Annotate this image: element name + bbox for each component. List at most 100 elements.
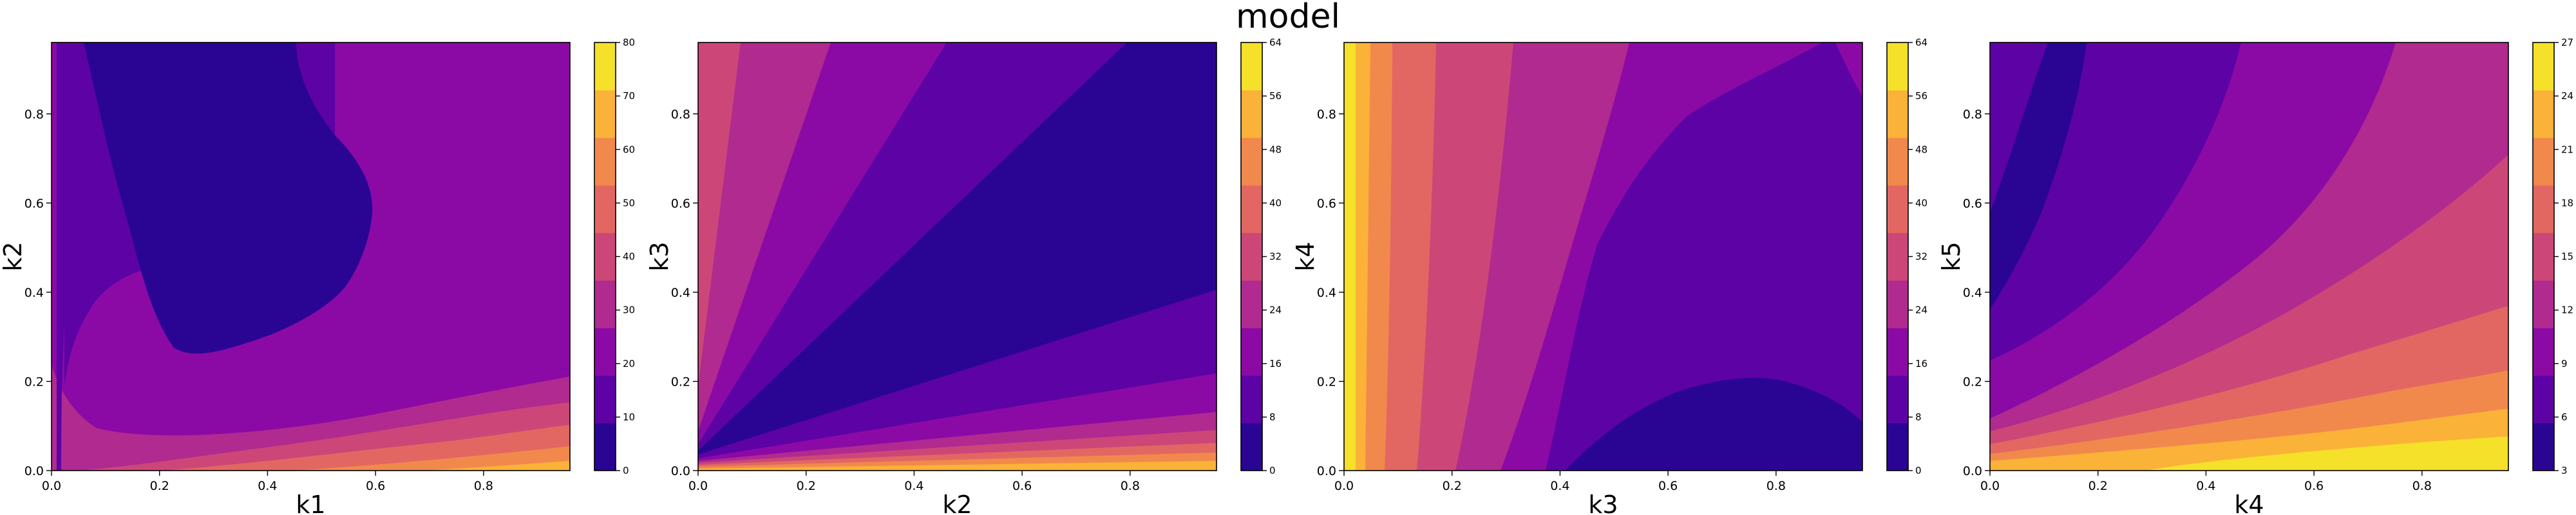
colorbar-segment [1887,375,1908,424]
colorbar-segment [1887,89,1908,138]
x-tick-label: 0.0 [1980,479,2000,493]
colorbar-segment [2533,232,2554,281]
colorbar-tick-label: 21 [2561,144,2573,155]
colorbar: 3 6 9 12 15 18 21 24 27 [2532,37,2573,476]
colorbar-tick-label: 56 [1269,90,1282,102]
x-tick-label: 0.8 [1121,479,1140,493]
x-tick-label: 0.0 [42,479,61,493]
colorbar-segment [1887,185,1908,234]
x-tick-label: 0.6 [366,479,385,493]
colorbar-segment [1241,137,1262,186]
colorbar-segment [2533,89,2554,138]
x-tick-label: 0.4 [2196,479,2215,493]
colorbar-segment [2533,423,2554,471]
x-axis-label: k3 [1588,491,1618,515]
x-tick-label: 0.0 [688,479,708,493]
axes-frame [1343,42,1863,471]
x-tick-label: 0.8 [2412,479,2432,493]
axes-frame [51,42,571,471]
colorbar-tick-label: 8 [1269,411,1276,423]
contour-fill-group [1990,42,2508,471]
x-tick-label: 0.4 [258,479,277,493]
colorbar-tick-label: 30 [623,304,635,316]
colorbar-segment [594,328,616,376]
y-tick-label: 0.0 [1963,464,1982,478]
colorbar-segment [2533,42,2554,91]
y-axis-label: k3 [645,241,674,271]
y-tick-label: 0.8 [671,108,690,122]
colorbar-tick-label: 48 [1915,144,1927,155]
x-tick-label: 0.6 [1012,479,1032,493]
contour-region-level-2 [1546,42,1862,471]
colorbar-tick-label: 20 [623,358,635,370]
contour-panel-k1-k2: 0.0 0.2 0.4 0.6 0.8 0.0 0.2 0.4 0.6 0.8 k1 k2 0 10 20 3… [0,37,635,515]
y-tick-label: 0.8 [1963,108,1982,122]
colorbar-tick-label: 15 [2561,251,2573,263]
colorbar-segment [1887,280,1908,328]
colorbar-tick-label: 40 [623,251,635,263]
colorbar-tick-label: 27 [2561,37,2573,48]
y-axis-label: k2 [0,241,27,271]
y-tick-label: 0.6 [671,196,690,211]
x-tick-label: 0.6 [1658,479,1678,493]
colorbar-tick-label: 64 [1269,37,1282,48]
y-tick-label: 0.2 [1963,375,1982,389]
colorbar-tick-label: 48 [1269,144,1282,155]
x-tick-label: 0.8 [474,479,493,493]
colorbar-tick-label: 56 [1915,90,1927,102]
y-tick-label: 0.8 [1317,108,1336,122]
y-tick-label: 0.6 [24,196,44,211]
colorbar-segment [594,232,616,281]
y-tick-label: 0.2 [24,375,44,389]
contour-region-level-3-corner [1835,42,1862,97]
y-tick-label: 0.4 [1963,286,1982,300]
colorbar-segment [2533,328,2554,376]
colorbar-tick-label: 64 [1915,37,1927,48]
x-tick-label: 0.8 [1766,479,1786,493]
contour-region-level-8 [419,461,570,471]
colorbar-segment [1241,375,1262,424]
y-tick-label: 0.0 [24,464,44,478]
contour-fill-group [1344,42,1862,471]
colorbar-segment [1241,232,1262,281]
colorbar: 0 8 16 24 32 40 48 56 64 [1240,37,1282,476]
colorbar-segment [594,375,616,424]
colorbar-segment [594,89,616,138]
colorbar-tick-label: 60 [623,144,635,155]
contour-region-level-9 [2145,436,2508,471]
colorbar-segment [594,42,616,91]
contour-fill-group [52,42,570,471]
y-tick-label: 0.4 [24,286,44,300]
colorbar-tick-label: 32 [1269,251,1282,263]
colorbar-segment [1241,185,1262,234]
colorbar: 0 10 20 30 40 50 60 70 80 [594,37,635,476]
colorbar-segment [1241,280,1262,328]
x-axis-label: k4 [2234,491,2264,515]
contour-region-level-7 [290,446,570,471]
colorbar-tick-label: 32 [1915,251,1927,263]
colorbar-segment [594,185,616,234]
colorbar-tick-label: 9 [2561,358,2568,370]
colorbar-segment [594,280,616,328]
colorbar-segment [1887,423,1908,471]
contour-panel-k2-k3: 0.0 0.2 0.4 0.6 0.8 0.0 0.2 0.4 0.6 0.8 k2 k3 0 8 16 24… [645,37,1282,515]
colorbar: 0 8 16 24 32 40 48 56 64 [1886,37,1927,476]
colorbar-segment [2533,185,2554,234]
colorbar-tick-label: 12 [2561,304,2573,316]
contour-panel-k4-k5: 0.0 0.2 0.4 0.6 0.8 0.0 0.2 0.4 0.6 0.8 k4 k5 3 6 9 12 1… [1937,37,2573,515]
y-tick-label: 0.0 [1317,464,1336,478]
colorbar-segment [1887,328,1908,376]
colorbar-tick-label: 80 [623,37,635,48]
x-tick-label: 0.6 [2304,479,2324,493]
contour-region-level-3-fill [335,42,535,360]
x-tick-label: 0.4 [904,479,923,493]
figure-title: model [1236,0,1340,36]
y-tick-label: 0.6 [1317,196,1336,211]
y-tick-label: 0.4 [671,286,690,300]
colorbar-segment [1241,328,1262,376]
colorbar-tick-label: 0 [623,465,629,476]
y-tick-label: 0.4 [1317,286,1336,300]
x-tick-label: 0.0 [1334,479,1354,493]
y-tick-label: 0.6 [1963,196,1982,211]
